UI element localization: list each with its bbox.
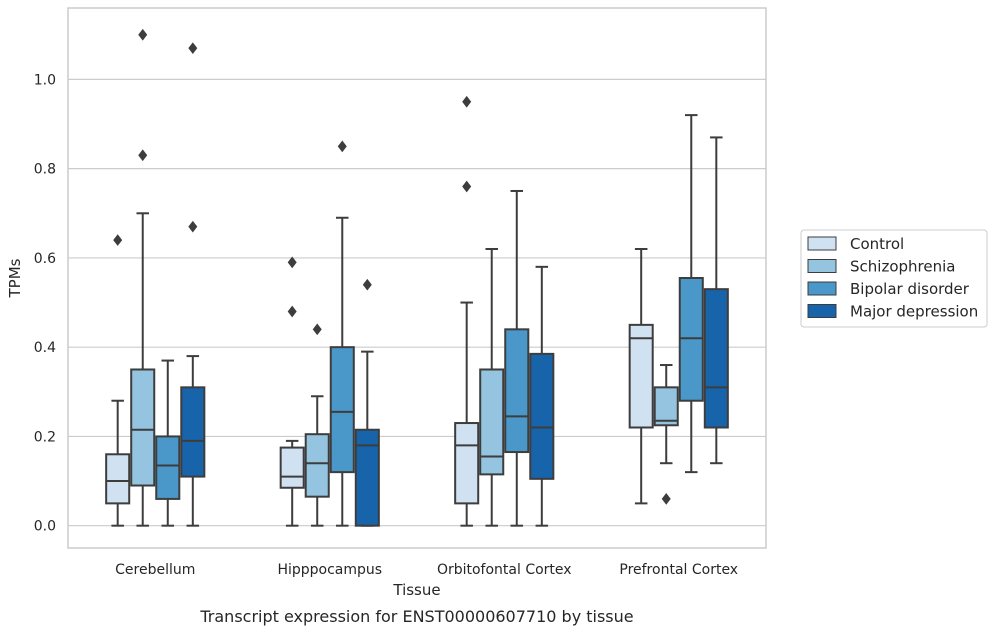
box-iqr [354,428,380,527]
x-tick-label: Prefrontal Cortex [619,562,738,578]
y-tick-label: 1.0 [34,72,56,88]
outlier-point [113,234,123,246]
outlier-point [287,256,297,269]
outlier-point [188,42,198,55]
y-tick-label: 0.8 [34,162,56,178]
box-iqr [454,422,480,505]
y-tick-label: 0.2 [34,429,56,445]
chart-caption: Transcript expression for ENST0000060771… [199,607,633,626]
outlier-point [287,305,297,318]
y-axis-label: TPMs [6,258,24,298]
box-schizophrenia [653,364,679,505]
box-bipolar-disorder [155,359,181,527]
x-tick-label: Orbitofontal Cortex [437,562,572,578]
legend-label: Bipolar disorder [850,280,970,298]
box-control [454,95,480,527]
box-major-depression [529,265,555,527]
outlier-point [661,493,671,505]
outlier-point [337,140,347,153]
outlier-point [362,278,372,291]
y-tick-label: 0.4 [34,340,56,356]
box-major-depression [703,136,729,465]
legend-swatch [807,281,837,296]
box-iqr [479,368,505,476]
box-schizophrenia [304,323,330,527]
box-control [279,256,305,527]
outlier-point [188,220,198,233]
x-tick-label: Cerebellum [115,562,195,578]
box-groups [105,28,729,527]
box-major-depression [354,278,380,527]
box-iqr [678,277,704,402]
box-schizophrenia [479,247,505,527]
outlier-point [462,180,472,193]
box-iqr [628,323,654,429]
legend-label: Major depression [850,303,978,321]
outlier-point [138,28,148,41]
box-bipolar-disorder [678,114,704,474]
legend-label: Schizophrenia [850,258,955,276]
box-bipolar-disorder [329,140,355,527]
box-iqr [504,328,530,454]
legend-swatch [807,259,837,273]
legend-label: Control [850,235,904,253]
outlier-point [312,323,322,336]
box-control [628,247,654,505]
box-bipolar-disorder [504,189,530,527]
y-tick-labels: 0.0 0.2 0.4 0.6 0.8 1.0 [34,72,56,534]
x-tick-labels: Cerebellum Hipppocampus Orbitofontal Corte… [115,562,738,578]
box-iqr [279,446,305,489]
legend-frame [800,229,988,328]
box-iqr [703,288,729,429]
box-control [105,234,131,527]
box-iqr [304,433,330,498]
box-iqr [653,386,679,427]
box-iqr [155,435,181,500]
box-iqr [130,368,156,487]
y-tick-label: 0.6 [34,251,56,267]
box-schizophrenia [130,28,156,527]
box-iqr [529,352,555,480]
legend: Control Schizophrenia Bipolar disorder Majo… [800,229,988,328]
outlier-point [138,149,148,162]
x-tick-label: Hipppocampus [277,562,382,578]
x-axis-label: Tissue [392,581,440,599]
box-iqr [180,386,206,478]
y-tick-label: 0.0 [34,519,56,535]
outlier-point [462,95,472,108]
box-major-depression [180,42,206,527]
legend-swatch [807,304,837,318]
box-iqr [105,453,131,505]
box-iqr [329,346,355,474]
legend-swatch [807,236,837,251]
